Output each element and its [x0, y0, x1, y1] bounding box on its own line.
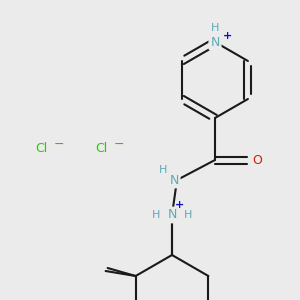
- Text: −: −: [54, 137, 64, 151]
- Text: H: H: [152, 210, 160, 220]
- Text: H: H: [211, 23, 219, 33]
- Text: N: N: [210, 35, 220, 49]
- Text: +: +: [222, 31, 232, 41]
- Text: Cl: Cl: [95, 142, 107, 154]
- Text: O: O: [252, 154, 262, 166]
- Text: H: H: [184, 210, 192, 220]
- Text: N: N: [169, 173, 179, 187]
- Text: +: +: [176, 200, 184, 210]
- Text: −: −: [114, 137, 124, 151]
- Text: H: H: [159, 165, 167, 175]
- Text: Cl: Cl: [35, 142, 47, 154]
- Text: N: N: [167, 208, 177, 221]
